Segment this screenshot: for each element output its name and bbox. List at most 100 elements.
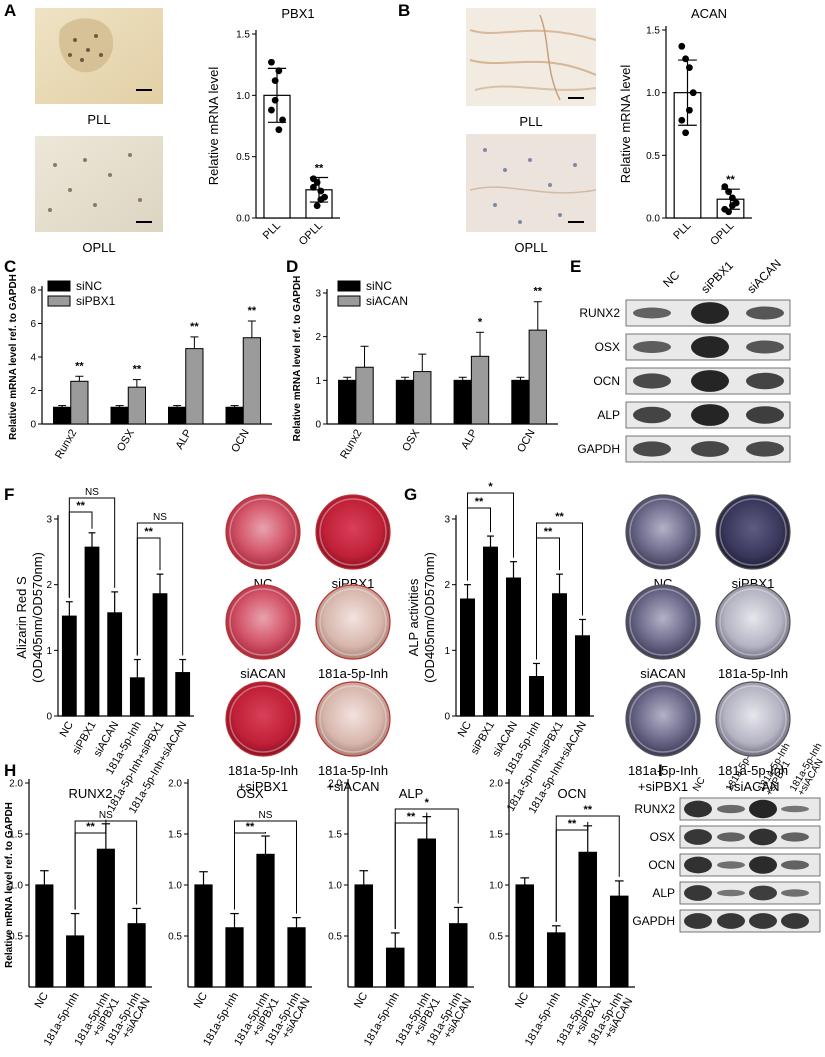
culture-plate [715, 584, 791, 660]
culture-plate [625, 681, 701, 757]
category-label: NC [33, 990, 51, 1010]
blot-band [717, 861, 745, 869]
blot-band [781, 889, 809, 897]
significance-label: NS [259, 810, 273, 821]
blot-band [749, 913, 777, 929]
data-point [317, 187, 325, 195]
y-tick-label: 1.0 [168, 881, 182, 892]
panel-letter-f: F [4, 485, 14, 504]
micrograph-a-pll-label: PLL [87, 112, 110, 127]
blot-row-label: GAPDH [632, 914, 675, 928]
plate-label: 181a-5p-Inh +siACAN [318, 763, 388, 794]
chart-title: ALP [399, 786, 424, 801]
bar [225, 406, 244, 425]
bar [470, 355, 490, 425]
significance-bracket [136, 522, 184, 656]
data-point [689, 89, 697, 97]
data-point [686, 106, 693, 114]
y-axis-label: Relative mRNA level [618, 65, 633, 184]
bar [96, 848, 115, 988]
bar [578, 851, 598, 988]
bar [127, 923, 146, 988]
data-point [725, 208, 732, 216]
culture-plate [315, 494, 391, 570]
data-point [313, 202, 321, 210]
data-point [268, 58, 275, 66]
data-point [725, 188, 732, 196]
y-tick-label: 1.5 [328, 830, 342, 841]
significance-label: ** [544, 526, 553, 538]
blot-band [691, 370, 729, 392]
bar [185, 348, 204, 425]
blot-row-label: OSX [650, 830, 675, 844]
plate-label: 181a-5p-Inh [318, 666, 388, 681]
micrograph-b-opll-label: OPLL [514, 240, 547, 255]
chart-a-pbx1: 0.0 0.5 1.0 1.5 ** PLL OPLL PBX1 Relative mRNA l… [206, 6, 340, 248]
chart-title: ACAN [691, 6, 727, 21]
significance-label: NS [153, 512, 167, 523]
category-label: OCN [515, 427, 538, 454]
significance-label: ** [534, 286, 543, 298]
culture-plate-rim [229, 685, 297, 753]
significance-label: ** [583, 804, 592, 816]
blot-band [717, 913, 745, 929]
bar [127, 386, 146, 425]
legend-label: siNC [366, 279, 392, 293]
chart-h-osx: 0.51.01.52.0**NSNC181a-5p-Inh181a-5p-Inh… [168, 779, 313, 1048]
wb-e-lane-label: siPBX1 [698, 258, 736, 296]
bar [287, 927, 306, 988]
y-tick-label: 0.5 [9, 932, 23, 943]
blot-band [717, 804, 745, 814]
y-axis-label: ALP activities(OD405nm/OD570nm) [406, 552, 437, 683]
culture-plate-rim [719, 498, 787, 566]
plate-label: siACAN [640, 666, 686, 681]
legend-label: siPBX1 [76, 294, 116, 308]
bar [609, 895, 629, 988]
blot-row-label: RUNX2 [634, 802, 675, 816]
y-axis-label: Relative mRNA level ref. to GAPDH [4, 802, 15, 968]
blot-band [746, 372, 784, 390]
culture-plate-rim [319, 685, 387, 753]
y-tick-label: 2 [315, 332, 321, 343]
bar [506, 577, 522, 717]
culture-plate-rim [719, 685, 787, 753]
bar [551, 593, 567, 717]
bar [66, 935, 85, 988]
blot-band [749, 885, 777, 901]
significance-label: ** [76, 500, 85, 512]
y-tick-label: 1 [315, 376, 321, 387]
culture-plate [315, 681, 391, 757]
bar [395, 379, 415, 425]
category-label: OPLL [297, 220, 325, 248]
chart-title: OCN [558, 786, 587, 801]
bar [110, 406, 129, 425]
culture-plate [715, 494, 791, 570]
significance-label: * [488, 481, 493, 493]
significance-label: ** [726, 174, 735, 186]
significance-label: ** [475, 496, 484, 508]
blot-band [684, 885, 712, 901]
y-tick-label: 1.0 [646, 88, 660, 99]
blot-band [746, 306, 784, 320]
blot-row-label: GAPDH [577, 442, 620, 456]
bar [338, 379, 357, 425]
y-tick-label: 0.5 [646, 151, 660, 162]
y-tick-label: 0.5 [236, 152, 250, 163]
micrograph-a-opll-label: OPLL [82, 240, 115, 255]
micrograph-a-opll [35, 136, 163, 232]
y-tick-label: 1.5 [9, 830, 23, 841]
bar [225, 927, 244, 988]
culture-plate-rim [629, 685, 697, 753]
blot-band [684, 800, 712, 818]
bar [515, 884, 535, 988]
y-axis-label: Relative mRNA level ref. to GAPDH [292, 276, 303, 442]
significance-label: ** [246, 821, 255, 833]
panel-letter-e: E [570, 257, 581, 276]
y-tick-label: 0.5 [489, 932, 503, 943]
blot-band [746, 406, 784, 424]
bar [453, 379, 472, 425]
blot-band [633, 340, 671, 354]
y-tick-label: 1.5 [489, 830, 503, 841]
chart-h-alp: 0.51.01.52.0***NC181a-5p-Inh181a-5p-Inh+… [328, 779, 474, 1048]
